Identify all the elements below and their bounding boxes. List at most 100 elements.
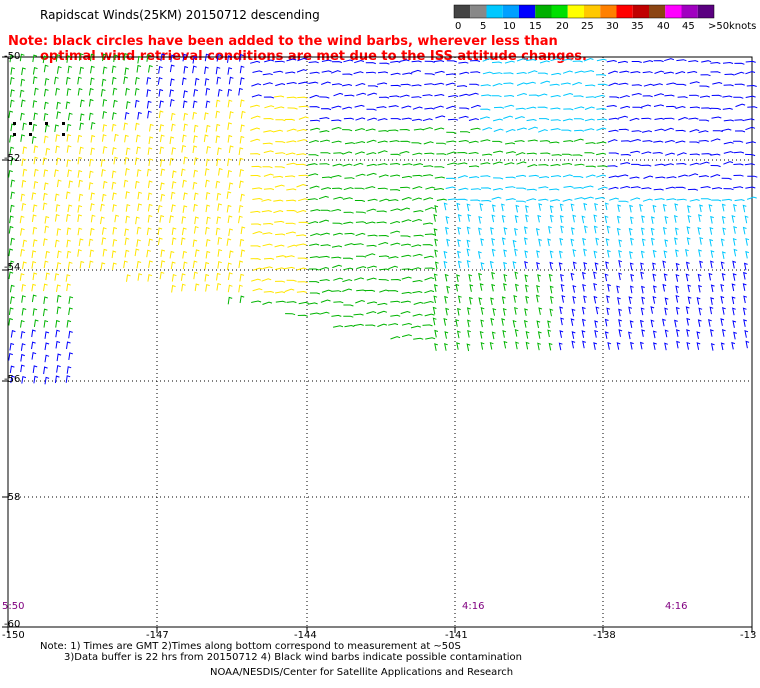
wind-barb bbox=[709, 227, 714, 235]
wind-barb bbox=[652, 151, 663, 154]
wind-barb bbox=[423, 174, 434, 177]
wind-barb bbox=[432, 306, 437, 315]
wind-barb bbox=[390, 230, 401, 234]
wind-barb bbox=[642, 71, 653, 74]
wind-barb bbox=[262, 142, 273, 145]
wind-barb bbox=[296, 183, 307, 188]
wind-barb bbox=[366, 152, 377, 155]
wind-barb bbox=[528, 174, 539, 177]
wind-barb bbox=[9, 342, 15, 351]
wind-barb bbox=[217, 147, 222, 155]
wind-barb bbox=[147, 214, 153, 223]
wind-barb bbox=[596, 152, 607, 156]
wind-barb bbox=[457, 260, 462, 269]
wind-barb bbox=[147, 274, 153, 282]
wind-barb bbox=[643, 83, 654, 87]
wind-barb bbox=[477, 251, 482, 259]
wind-barb bbox=[90, 121, 96, 130]
wind-barb bbox=[296, 234, 307, 237]
wind-barb bbox=[560, 283, 565, 292]
wind-barb bbox=[639, 341, 644, 350]
wind-barb bbox=[66, 319, 72, 328]
wind-barb bbox=[273, 210, 284, 214]
wind-barb bbox=[205, 250, 211, 259]
wind-barb bbox=[570, 227, 575, 235]
wind-barb bbox=[32, 204, 38, 213]
wind-barb bbox=[365, 128, 376, 132]
wind-barb bbox=[238, 260, 244, 269]
wind-barb bbox=[643, 175, 654, 179]
wind-barb bbox=[377, 302, 388, 306]
wind-barb bbox=[390, 314, 401, 317]
footnote-line-1: Note: 1) Times are GMT 2)Times along bot… bbox=[40, 641, 461, 652]
legend-swatch bbox=[697, 5, 714, 18]
wind-barb bbox=[562, 70, 573, 74]
wind-barb bbox=[217, 249, 223, 257]
wind-barb bbox=[458, 187, 469, 191]
lon-label-141: -141 bbox=[445, 630, 468, 641]
wind-barb bbox=[524, 274, 529, 283]
wind-barb bbox=[594, 202, 598, 211]
wind-barb bbox=[655, 176, 666, 179]
wind-barb bbox=[160, 168, 166, 177]
wind-barb bbox=[605, 261, 609, 270]
wind-barb bbox=[662, 226, 667, 235]
wind-barb bbox=[239, 169, 244, 177]
wind-barb bbox=[343, 304, 354, 307]
wind-barb bbox=[263, 173, 274, 177]
legend-units: knots bbox=[729, 21, 757, 32]
wind-barb bbox=[699, 161, 710, 165]
wind-barb bbox=[514, 215, 519, 223]
wind-barb bbox=[309, 243, 320, 246]
legend-label-45: 45 bbox=[682, 21, 695, 32]
wind-barb bbox=[491, 271, 495, 280]
wind-barb bbox=[171, 274, 177, 282]
wind-barb bbox=[447, 118, 459, 121]
wind-barb bbox=[674, 227, 679, 236]
wind-barb bbox=[548, 225, 552, 234]
wind-barb bbox=[710, 284, 715, 293]
wind-barb bbox=[160, 260, 166, 268]
wind-barb bbox=[412, 186, 423, 190]
wind-barb bbox=[664, 127, 675, 132]
quality-flag-dot bbox=[29, 133, 32, 136]
wind-barb bbox=[296, 290, 307, 293]
wind-barb bbox=[319, 219, 330, 223]
wind-barb bbox=[446, 60, 457, 63]
wind-barb bbox=[664, 94, 675, 97]
wind-barb bbox=[321, 59, 332, 62]
wind-barb bbox=[455, 319, 460, 327]
wind-barb bbox=[192, 260, 198, 269]
wind-barb bbox=[56, 365, 61, 373]
wind-barb bbox=[124, 249, 130, 258]
wind-barb bbox=[65, 101, 71, 110]
wind-barb bbox=[562, 198, 573, 202]
wind-barb bbox=[664, 307, 669, 316]
wind-barb bbox=[157, 227, 163, 235]
wind-barb bbox=[663, 273, 668, 282]
wind-barb bbox=[376, 106, 387, 109]
wind-barb bbox=[514, 271, 519, 280]
wind-barb bbox=[504, 60, 515, 64]
wind-barb bbox=[32, 365, 38, 373]
wind-barb bbox=[733, 204, 737, 212]
wind-barb bbox=[733, 248, 738, 257]
wind-barb bbox=[424, 233, 436, 236]
wind-barb bbox=[466, 260, 471, 268]
wind-barb bbox=[698, 249, 702, 257]
wind-barb bbox=[733, 186, 744, 189]
wind-barb bbox=[67, 65, 73, 74]
wind-barb bbox=[331, 174, 342, 178]
wind-barb bbox=[102, 99, 108, 107]
wind-barb bbox=[331, 70, 341, 74]
wind-barb bbox=[215, 135, 221, 144]
wind-barb bbox=[42, 157, 48, 165]
wind-barb bbox=[31, 136, 37, 144]
wind-barb bbox=[31, 192, 37, 200]
wind-barb bbox=[205, 158, 211, 167]
wind-barb bbox=[9, 99, 15, 108]
lon-label-150: -150 bbox=[2, 630, 25, 641]
wind-barb bbox=[424, 152, 435, 155]
wind-barb bbox=[308, 173, 319, 177]
wind-barb bbox=[183, 192, 188, 200]
